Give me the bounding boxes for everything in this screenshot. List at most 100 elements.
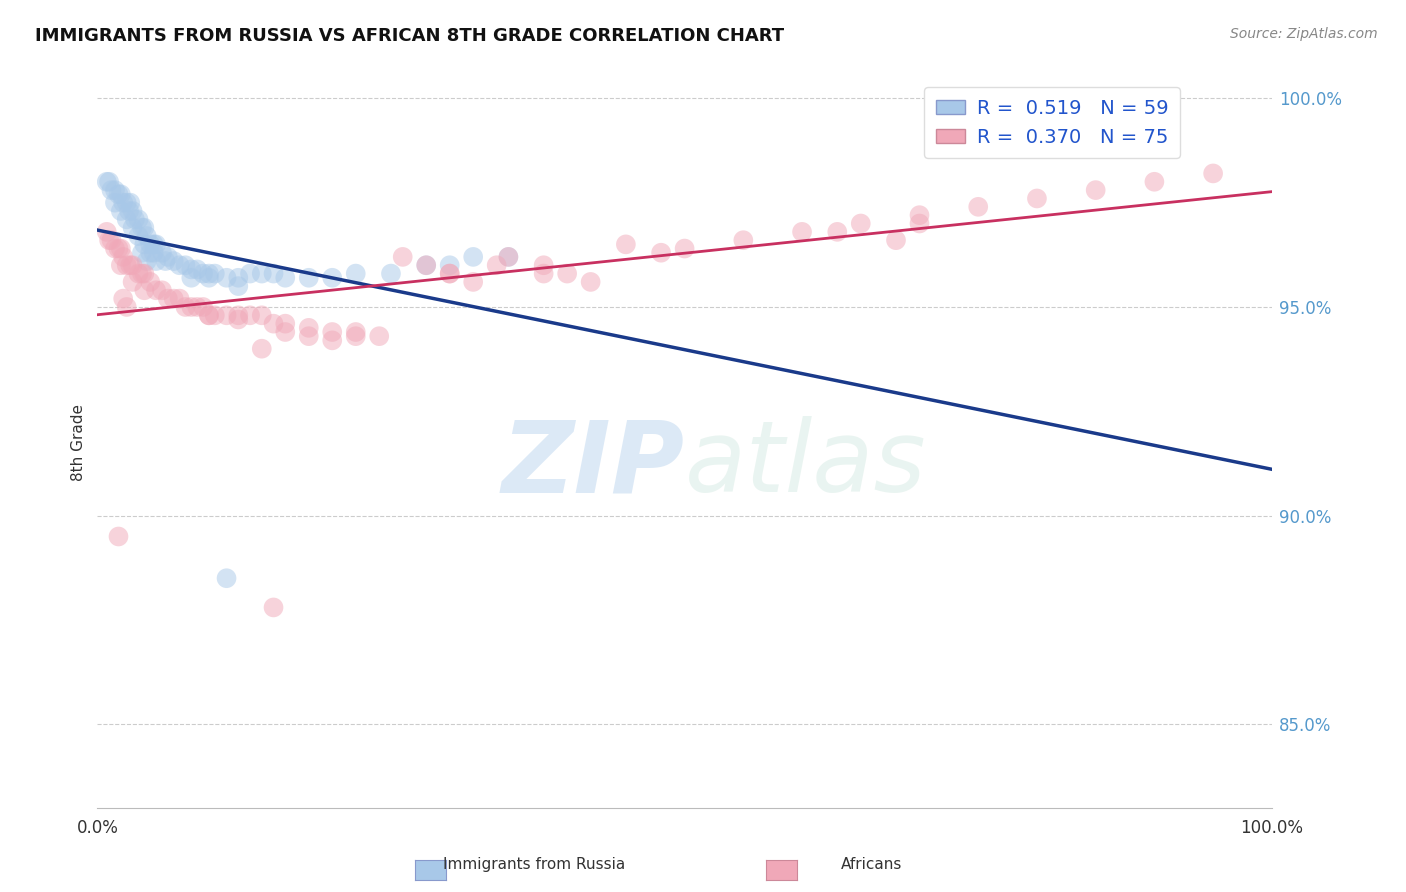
Point bbox=[908, 208, 931, 222]
Point bbox=[485, 258, 508, 272]
Point bbox=[98, 175, 121, 189]
Point bbox=[790, 225, 813, 239]
Point bbox=[1084, 183, 1107, 197]
Point bbox=[112, 195, 135, 210]
Point bbox=[380, 267, 402, 281]
Point bbox=[298, 270, 321, 285]
Point bbox=[191, 300, 214, 314]
Point bbox=[145, 283, 167, 297]
Point bbox=[321, 270, 343, 285]
Point bbox=[533, 267, 555, 281]
Point bbox=[100, 233, 122, 247]
Text: Africans: Africans bbox=[841, 857, 903, 872]
Point bbox=[156, 292, 179, 306]
Point bbox=[733, 233, 755, 247]
Point bbox=[134, 220, 156, 235]
Point bbox=[368, 329, 391, 343]
Point bbox=[215, 270, 238, 285]
Point bbox=[215, 308, 238, 322]
Point bbox=[118, 204, 141, 219]
Point bbox=[139, 245, 162, 260]
Point bbox=[415, 258, 437, 272]
Point bbox=[127, 229, 149, 244]
Point bbox=[226, 312, 249, 326]
Point bbox=[579, 275, 602, 289]
Point bbox=[198, 308, 221, 322]
Point bbox=[884, 233, 907, 247]
Text: Source: ZipAtlas.com: Source: ZipAtlas.com bbox=[1230, 27, 1378, 41]
Point bbox=[124, 212, 146, 227]
Point bbox=[156, 250, 179, 264]
Point bbox=[98, 233, 121, 247]
Point bbox=[239, 267, 262, 281]
Point bbox=[96, 175, 118, 189]
Point bbox=[274, 325, 297, 339]
Text: Immigrants from Russia: Immigrants from Russia bbox=[443, 857, 626, 872]
Point bbox=[673, 242, 696, 256]
Point bbox=[120, 258, 142, 272]
Point bbox=[555, 267, 578, 281]
Point bbox=[163, 254, 186, 268]
Point bbox=[298, 321, 321, 335]
Point bbox=[142, 245, 165, 260]
Point bbox=[191, 267, 214, 281]
Point bbox=[344, 329, 367, 343]
Point bbox=[198, 308, 221, 322]
Point bbox=[107, 529, 129, 543]
Point bbox=[439, 267, 461, 281]
Point bbox=[250, 267, 273, 281]
Point bbox=[263, 317, 285, 331]
Point bbox=[169, 292, 191, 306]
Point bbox=[180, 270, 202, 285]
Point bbox=[1202, 166, 1225, 180]
Point bbox=[112, 292, 135, 306]
Point bbox=[107, 187, 129, 202]
Point bbox=[463, 250, 485, 264]
Point bbox=[134, 267, 156, 281]
Point bbox=[115, 212, 138, 227]
Point bbox=[110, 242, 132, 256]
Point bbox=[104, 183, 127, 197]
Point bbox=[135, 229, 157, 244]
Point bbox=[321, 334, 343, 348]
Point bbox=[439, 267, 461, 281]
Point bbox=[104, 242, 127, 256]
Point bbox=[226, 270, 249, 285]
Point bbox=[344, 267, 367, 281]
Point bbox=[112, 250, 135, 264]
Legend: R =  0.519   N = 59, R =  0.370   N = 75: R = 0.519 N = 59, R = 0.370 N = 75 bbox=[924, 87, 1180, 158]
Point bbox=[274, 270, 297, 285]
Point bbox=[250, 308, 273, 322]
Text: ZIP: ZIP bbox=[502, 416, 685, 513]
Point bbox=[145, 237, 167, 252]
Point bbox=[908, 217, 931, 231]
Point bbox=[198, 267, 221, 281]
Point bbox=[650, 245, 672, 260]
Point bbox=[100, 183, 122, 197]
Point bbox=[121, 220, 143, 235]
Point bbox=[142, 237, 165, 252]
Point bbox=[463, 275, 485, 289]
Point bbox=[139, 237, 162, 252]
Point bbox=[174, 300, 197, 314]
Point bbox=[186, 262, 208, 277]
Point bbox=[239, 308, 262, 322]
Point bbox=[849, 217, 872, 231]
Point bbox=[163, 292, 186, 306]
Point bbox=[104, 195, 127, 210]
Point bbox=[180, 262, 202, 277]
Point bbox=[263, 600, 285, 615]
Point bbox=[110, 204, 132, 219]
Point bbox=[121, 275, 143, 289]
Point bbox=[131, 267, 153, 281]
Point bbox=[120, 195, 142, 210]
Point bbox=[115, 300, 138, 314]
Point bbox=[533, 258, 555, 272]
Point bbox=[115, 258, 138, 272]
Point bbox=[1026, 191, 1049, 205]
Point bbox=[150, 283, 173, 297]
Point bbox=[135, 254, 157, 268]
Point bbox=[110, 187, 132, 202]
Point bbox=[134, 237, 156, 252]
Point bbox=[415, 258, 437, 272]
